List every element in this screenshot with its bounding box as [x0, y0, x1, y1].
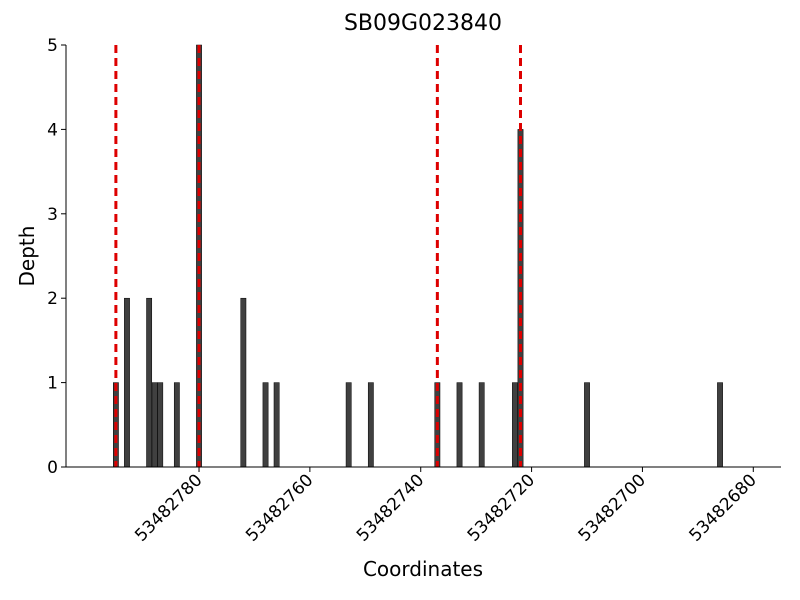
x-tick-label: 53482700: [575, 470, 650, 545]
bar: [240, 297, 247, 468]
bar: [367, 382, 374, 468]
x-tick-label: 53482680: [685, 470, 760, 545]
bar: [512, 382, 518, 468]
y-tick-label: 0: [47, 458, 58, 478]
x-tick-label: 53482740: [353, 470, 428, 545]
x-tick-label: 53482760: [242, 470, 317, 545]
x-tick-label: 53482780: [131, 470, 206, 545]
bar: [717, 382, 723, 468]
bar: [146, 297, 153, 468]
y-tick-label: 1: [47, 374, 58, 394]
bar: [584, 382, 590, 468]
x-axis-label: Coordinates: [363, 557, 483, 581]
bar: [456, 382, 463, 468]
x-tick-label: 53482720: [464, 470, 539, 545]
bar: [262, 382, 269, 468]
bar: [151, 382, 158, 468]
bar: [173, 382, 180, 468]
bar: [478, 382, 485, 468]
bar: [124, 297, 130, 468]
y-tick-label: 5: [47, 36, 58, 56]
y-tick-label: 4: [47, 120, 58, 140]
chart-title: SB09G023840: [344, 11, 502, 36]
bar: [273, 382, 280, 468]
y-axis-label: Depth: [15, 226, 39, 287]
y-tick-label: 3: [47, 205, 58, 225]
y-tick-label: 2: [47, 289, 58, 309]
bar: [345, 382, 352, 468]
bar: [157, 382, 164, 468]
